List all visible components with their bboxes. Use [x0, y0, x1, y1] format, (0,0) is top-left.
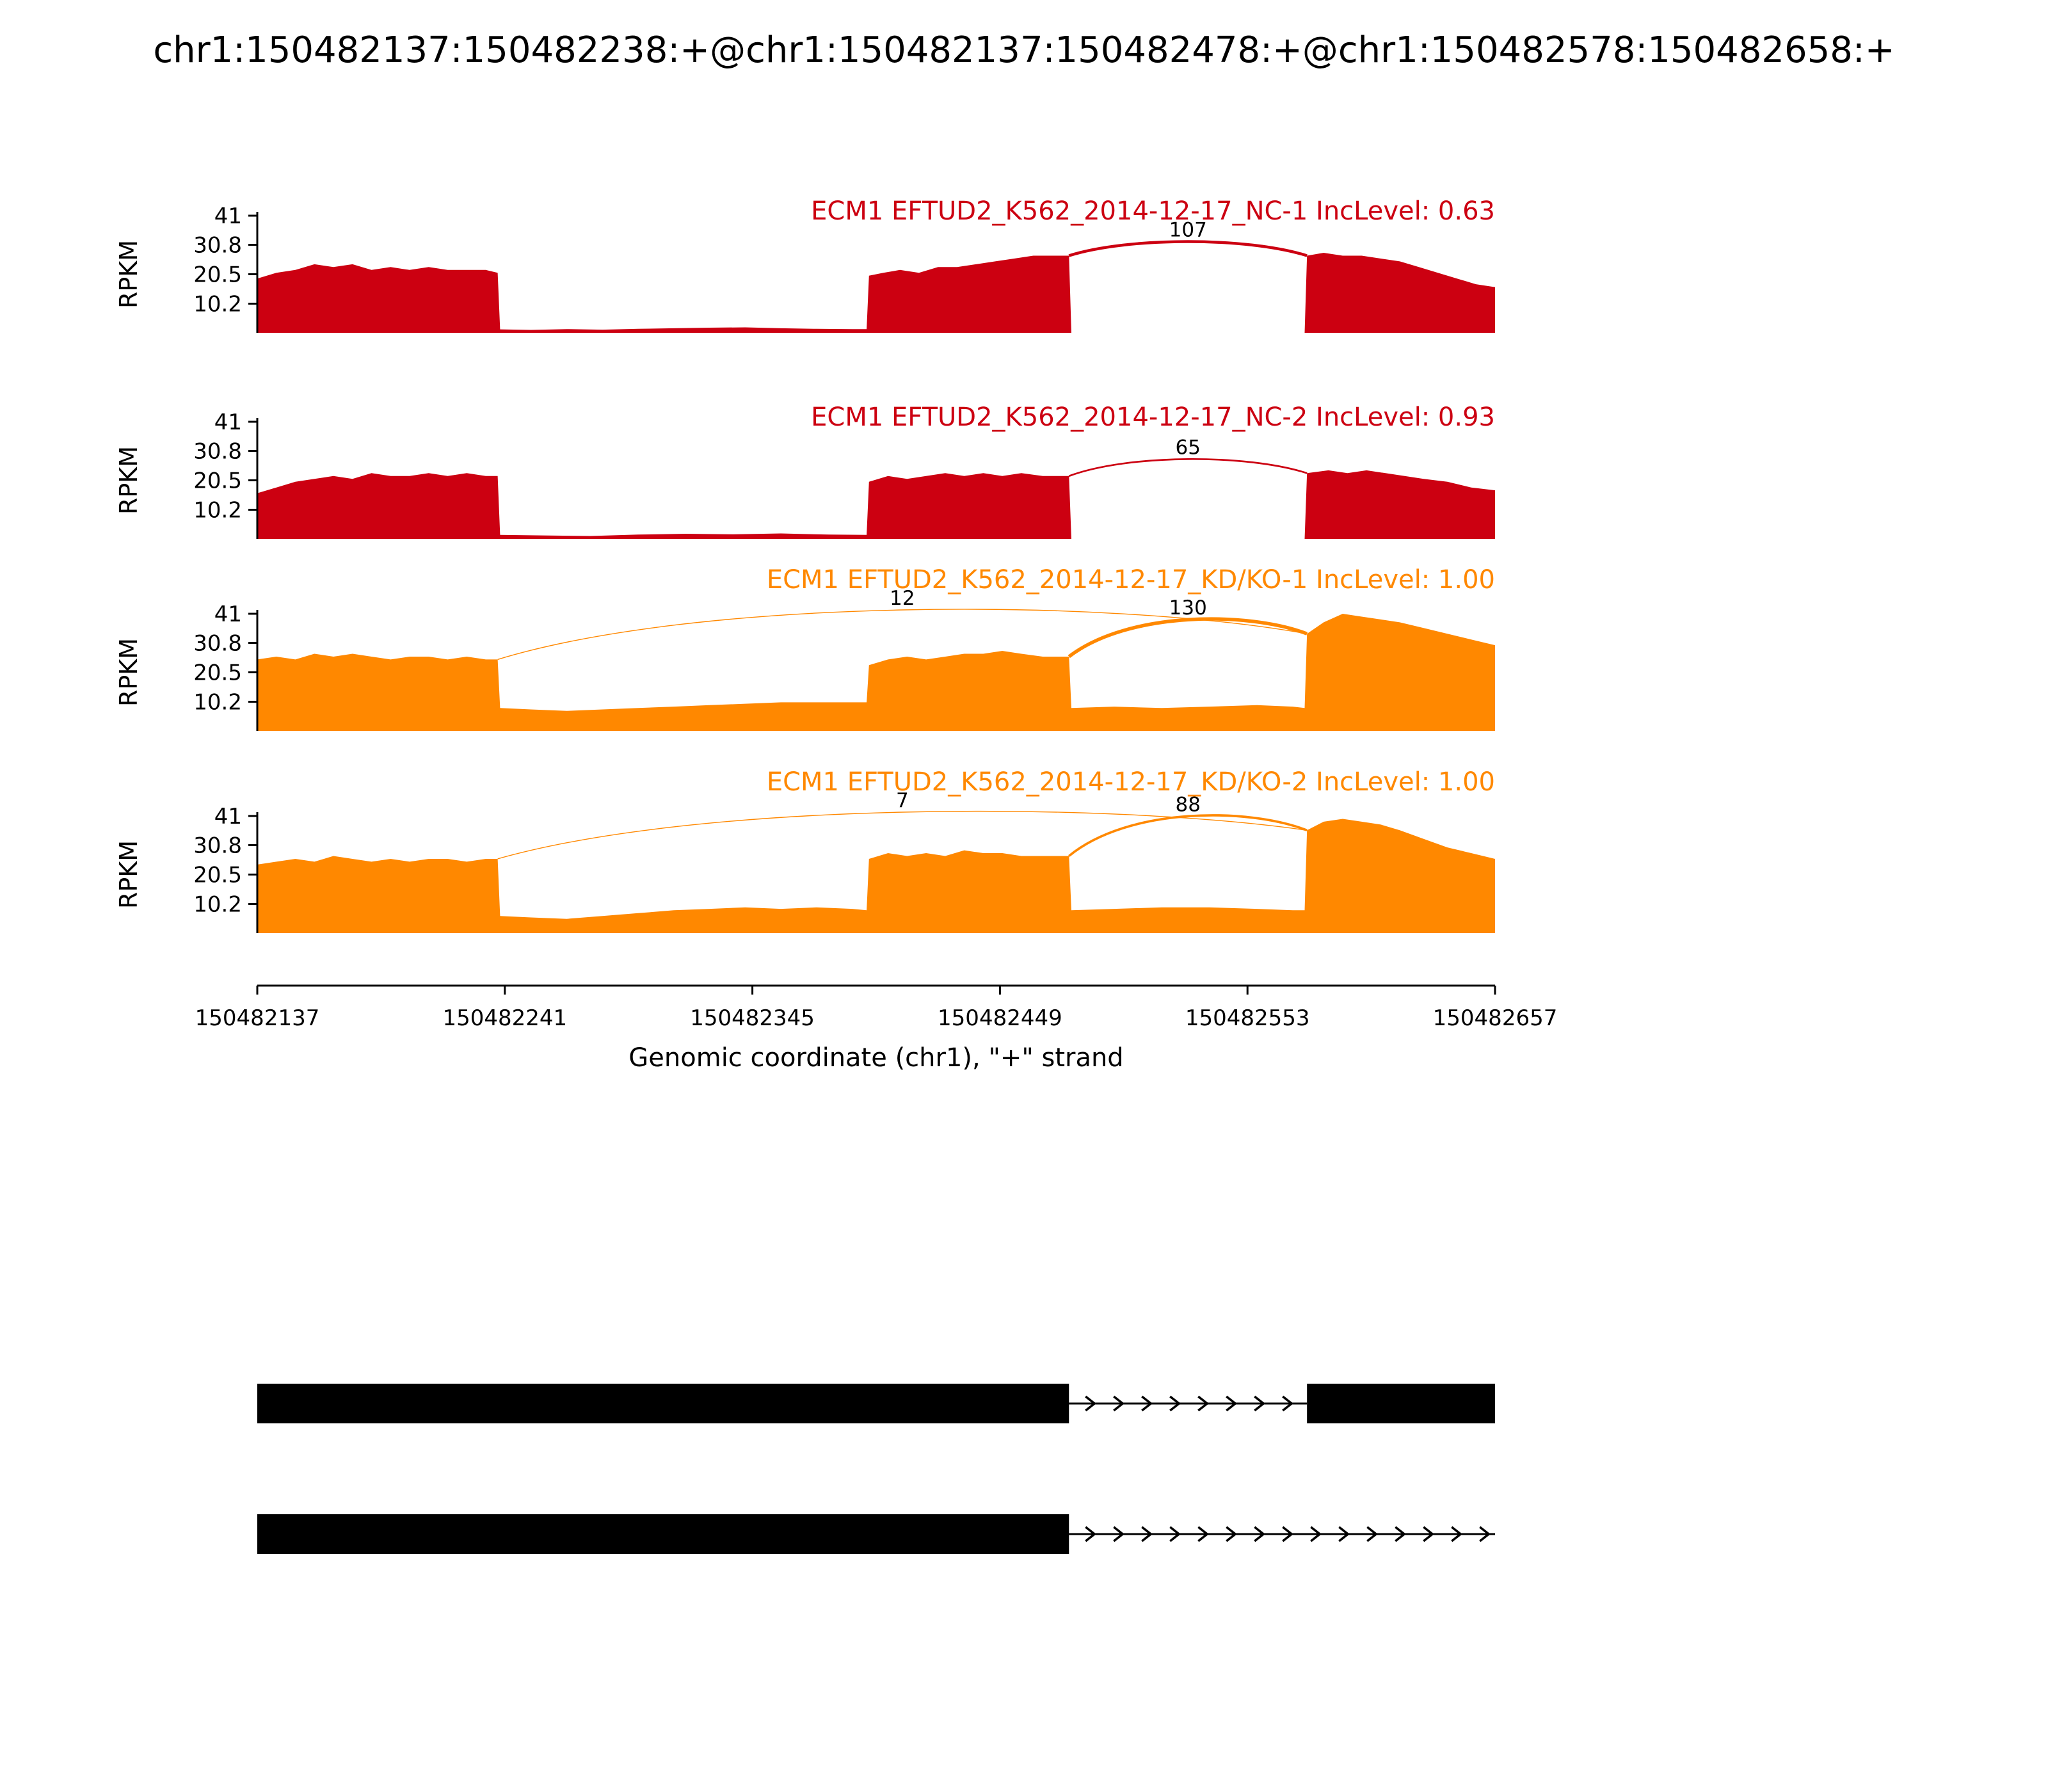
junction-count-label: 130	[1169, 596, 1207, 620]
y-tick-label: 10.2	[193, 497, 242, 523]
strand-arrow-chevron	[1169, 1395, 1181, 1412]
strand-arrow-chevron	[1282, 1395, 1294, 1412]
y-axis-label: RPKM	[115, 240, 143, 308]
junction-arc	[1068, 458, 1308, 477]
strand-arrow-chevron	[1113, 1395, 1125, 1412]
strand-arrow-chevron	[1169, 1526, 1181, 1542]
track-label-2: ECM1 EFTUD2_K562_2014-12-17_NC-2 IncLeve…	[811, 403, 1495, 432]
y-axis-label: RPKM	[115, 446, 143, 515]
y-tick-label: 30.8	[193, 631, 242, 657]
isoform-exon	[257, 1384, 1069, 1423]
junction-count-label: 88	[1175, 793, 1200, 816]
coverage-area-track-2	[257, 470, 1495, 539]
strand-arrow-chevron	[1085, 1395, 1097, 1412]
strand-arrow-chevron	[1479, 1526, 1491, 1542]
junction-arc	[497, 810, 1308, 860]
isoform-exon	[1307, 1384, 1495, 1423]
y-tick-label: 10.2	[193, 892, 242, 917]
strand-arrow-chevron	[1282, 1526, 1294, 1542]
coverage-area-track-3	[257, 614, 1495, 731]
y-tick-label: 10.2	[193, 291, 242, 317]
x-tick-label: 150482657	[1433, 1005, 1558, 1031]
x-tick-label: 150482553	[1185, 1005, 1310, 1031]
x-tick-label: 150482345	[690, 1005, 815, 1031]
y-tick-label: 30.8	[193, 833, 242, 859]
strand-arrow-chevron	[1197, 1395, 1210, 1412]
strand-arrow-chevron	[1141, 1395, 1153, 1412]
x-tick-label: 150482449	[938, 1005, 1062, 1031]
y-tick-label: 41	[214, 804, 242, 829]
y-tick-label: 20.5	[193, 468, 242, 494]
junction-arc	[1068, 814, 1308, 857]
strand-arrow-chevron	[1338, 1526, 1350, 1542]
y-tick-label: 20.5	[193, 660, 242, 686]
track-label-1: ECM1 EFTUD2_K562_2014-12-17_NC-1 IncLeve…	[811, 196, 1495, 226]
junction-arc	[1068, 240, 1308, 257]
y-tick-label: 41	[214, 204, 242, 229]
strand-arrow-chevron	[1141, 1526, 1153, 1542]
coverage-area-track-1	[257, 253, 1495, 333]
x-tick-label: 150482137	[195, 1005, 320, 1031]
y-tick-label: 41	[214, 410, 242, 435]
strand-arrow-chevron	[1085, 1526, 1097, 1542]
junction-count-label: 107	[1169, 218, 1207, 241]
y-tick-label: 20.5	[193, 863, 242, 888]
junction-count-label: 65	[1175, 436, 1200, 459]
strand-arrow-chevron	[1254, 1395, 1266, 1412]
y-tick-label: 10.2	[193, 689, 242, 715]
strand-arrow-chevron	[1197, 1526, 1210, 1542]
junction-count-label: 7	[896, 789, 909, 812]
strand-arrow-chevron	[1226, 1526, 1238, 1542]
coverage-area-track-4	[257, 819, 1495, 933]
y-tick-label: 41	[214, 602, 242, 627]
y-tick-label: 30.8	[193, 439, 242, 465]
strand-arrow-chevron	[1451, 1526, 1463, 1542]
x-axis-title: Genomic coordinate (chr1), "+" strand	[628, 1043, 1124, 1073]
strand-arrow-chevron	[1395, 1526, 1407, 1542]
y-tick-label: 20.5	[193, 262, 242, 288]
strand-arrow-chevron	[1113, 1526, 1125, 1542]
strand-arrow-chevron	[1423, 1526, 1435, 1542]
strand-arrow-chevron	[1366, 1526, 1379, 1542]
strand-arrow-chevron	[1254, 1526, 1266, 1542]
strand-arrow-chevron	[1310, 1526, 1322, 1542]
y-axis-label: RPKM	[115, 638, 143, 707]
junction-arc	[1068, 617, 1308, 659]
x-tick-label: 150482241	[442, 1005, 567, 1031]
strand-arrow-chevron	[1226, 1395, 1238, 1412]
y-axis-label: RPKM	[115, 840, 143, 909]
track-label-3: ECM1 EFTUD2_K562_2014-12-17_KD/KO-1 IncL…	[767, 565, 1495, 595]
page-title: chr1:150482137:150482238:+@chr1:15048213…	[153, 29, 1895, 71]
junction-count-label: 12	[890, 587, 915, 610]
y-tick-label: 30.8	[193, 233, 242, 259]
track-label-4: ECM1 EFTUD2_K562_2014-12-17_KD/KO-2 IncL…	[767, 767, 1495, 797]
isoform-exon	[257, 1514, 1069, 1554]
